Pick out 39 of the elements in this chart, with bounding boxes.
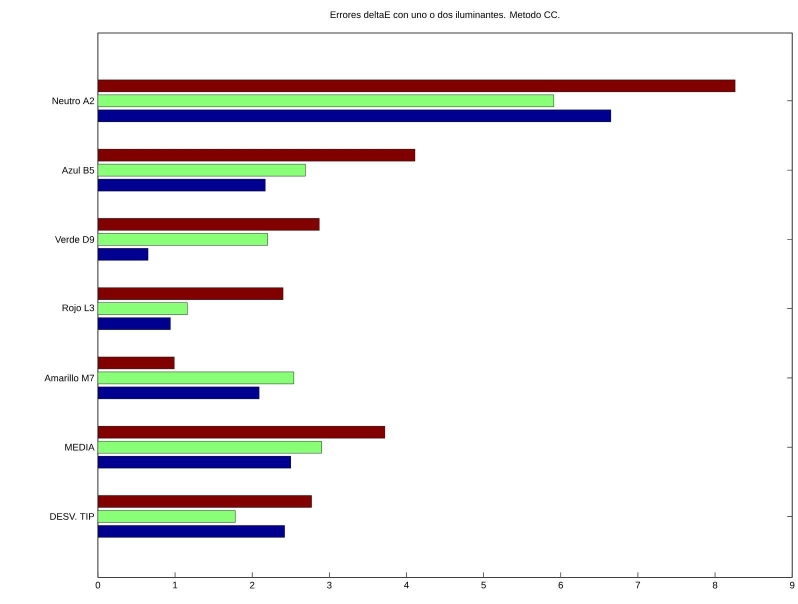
- bar: [98, 317, 171, 330]
- bar: [98, 440, 322, 454]
- y-tick-label: DESV. TIP: [50, 512, 94, 520]
- x-tick-label: 9: [790, 582, 794, 588]
- bar: [98, 287, 284, 300]
- x-tick-label: 5: [481, 582, 486, 588]
- y-tick-label: Amarillo M7: [44, 374, 94, 382]
- bar: [98, 495, 312, 508]
- y-tick-label: Neutro A2: [52, 97, 94, 104]
- bar: [98, 79, 736, 92]
- y-tick-label: Verde D9: [55, 236, 94, 243]
- bar: [98, 218, 320, 230]
- bar: [98, 426, 386, 438]
- chart-title: Errores deltaE con uno o dos iluminantes. Metodo CC.: [330, 10, 560, 18]
- bar: [98, 386, 260, 399]
- bar: [98, 148, 416, 162]
- bar: [98, 356, 174, 369]
- x-tick-label: 8: [712, 582, 718, 588]
- x-tick-label: 1: [173, 582, 178, 588]
- x-tick-label: 0: [96, 582, 100, 588]
- x-tick-label: 7: [636, 582, 640, 588]
- bar: [98, 178, 266, 192]
- bar: [98, 456, 291, 468]
- x-tick-label: 3: [327, 582, 332, 588]
- bar: [98, 302, 188, 315]
- bar: [98, 248, 148, 260]
- bar: [98, 372, 294, 384]
- x-tick-label: 4: [404, 582, 409, 588]
- bar: [98, 525, 285, 538]
- bar: [98, 94, 554, 107]
- x-tick-label: 2: [250, 582, 254, 588]
- bar: [98, 164, 306, 176]
- bar: [98, 233, 268, 246]
- bar: [98, 510, 236, 522]
- y-tick-label: MEDIA: [65, 444, 95, 450]
- y-tick-label: Azul B5: [62, 166, 94, 174]
- y-tick-label: Rojo L3: [62, 304, 94, 313]
- x-tick-label: 6: [558, 582, 563, 588]
- bar: [98, 109, 612, 122]
